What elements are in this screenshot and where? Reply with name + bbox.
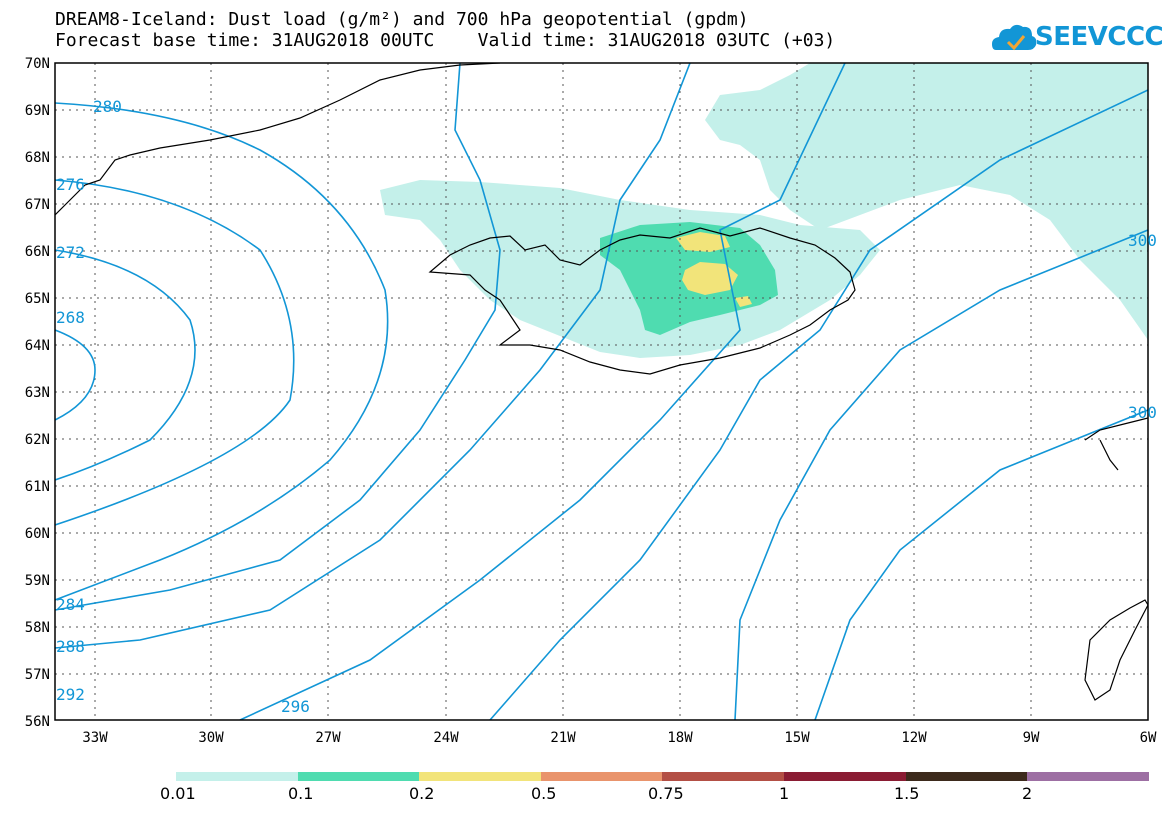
colorbar-swatch xyxy=(662,772,784,781)
contour-label-284: 284 xyxy=(56,595,85,614)
lon-label: 33W xyxy=(82,730,108,746)
lat-label: 65N xyxy=(25,291,50,307)
colorbar-swatch xyxy=(784,772,906,781)
contour-label-300-south: 300 xyxy=(1128,403,1157,422)
dust-load-shading xyxy=(380,63,1148,358)
contour-label-288: 288 xyxy=(56,637,85,656)
lat-label: 63N xyxy=(25,385,50,401)
colorbar-label: 0.75 xyxy=(648,784,684,803)
colorbar xyxy=(176,772,1149,781)
cloud-logo-icon xyxy=(992,24,1037,51)
colorbar-label: 1.5 xyxy=(894,784,920,803)
colorbar-swatch xyxy=(419,772,541,781)
lat-label: 66N xyxy=(25,244,50,260)
lon-label: 18W xyxy=(667,730,693,746)
lon-label: 30W xyxy=(198,730,224,746)
colorbar-swatch xyxy=(176,772,298,781)
lon-label: 27W xyxy=(315,730,341,746)
lat-label: 59N xyxy=(25,573,50,589)
forecast-times: Forecast base time: 31AUG2018 00UTC Vali… xyxy=(55,30,836,51)
lat-label: 64N xyxy=(25,338,50,354)
lat-label: 61N xyxy=(25,479,50,495)
colorbar-label: 0.1 xyxy=(288,784,314,803)
lon-label: 9W xyxy=(1023,730,1040,746)
colorbar-swatch xyxy=(1027,772,1149,781)
lon-label: 6W xyxy=(1140,730,1157,746)
lat-label: 60N xyxy=(25,526,50,542)
geopotential-contours xyxy=(55,63,1148,720)
colorbar-swatch xyxy=(906,772,1027,781)
lat-label: 70N xyxy=(25,56,50,72)
colorbar-label: 2 xyxy=(1022,784,1033,803)
lat-label: 62N xyxy=(25,432,50,448)
lat-label: 58N xyxy=(25,620,50,636)
lat-lon-grid xyxy=(55,63,1148,720)
colorbar-label: 0.5 xyxy=(531,784,557,803)
lat-label: 67N xyxy=(25,197,50,213)
lon-label: 12W xyxy=(901,730,927,746)
lon-label: 21W xyxy=(550,730,576,746)
map-frame xyxy=(54,62,1149,721)
lat-label: 69N xyxy=(25,103,50,119)
contour-label-276: 276 xyxy=(56,175,85,194)
colorbar-label: 0.2 xyxy=(409,784,435,803)
contour-label-280: 280 xyxy=(93,97,122,116)
contour-label-268: 268 xyxy=(56,308,85,327)
lon-label: 15W xyxy=(784,730,810,746)
contour-label-292: 292 xyxy=(56,685,85,704)
lat-label: 68N xyxy=(25,150,50,166)
colorbar-swatch xyxy=(298,772,419,781)
colorbar-swatch xyxy=(541,772,662,781)
lon-label: 24W xyxy=(433,730,459,746)
contour-label-272: 272 xyxy=(56,243,85,262)
logo-text: SEEVCCC xyxy=(1035,22,1164,52)
contour-label-296: 296 xyxy=(281,697,310,716)
coastlines xyxy=(55,63,1148,701)
colorbar-label: 0.01 xyxy=(160,784,196,803)
lat-label: 57N xyxy=(25,667,50,683)
colorbar-label: 1 xyxy=(779,784,790,803)
map-title: DREAM8-Iceland: Dust load (g/m²) and 700… xyxy=(55,9,749,30)
contour-label-300-north: 300 xyxy=(1128,231,1157,250)
lat-label: 56N xyxy=(25,714,50,730)
